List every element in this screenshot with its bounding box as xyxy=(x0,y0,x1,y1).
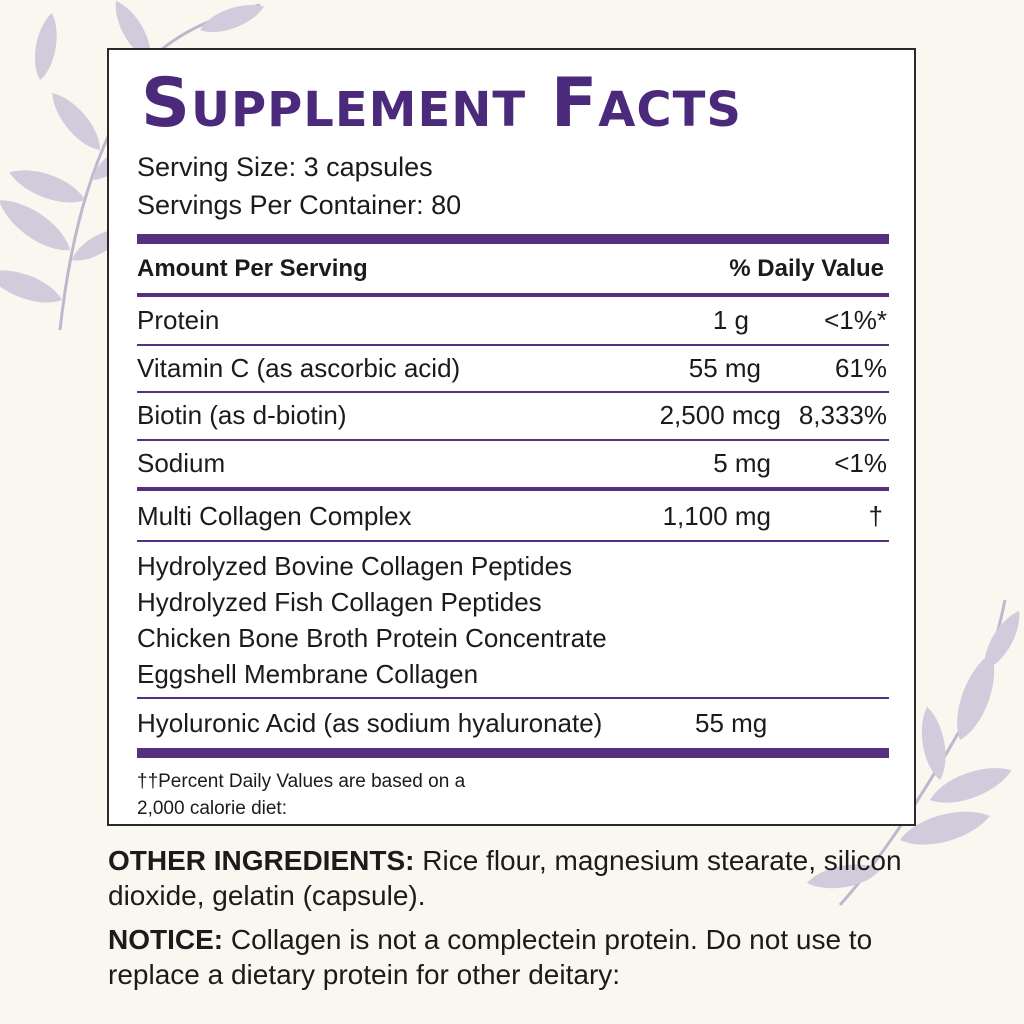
supplement-facts-panel: Supplement Facts Serving Size: 3 capsule… xyxy=(107,48,916,826)
notice: NOTICE: Collagen is not a complectein pr… xyxy=(108,922,908,992)
blend-name: Multi Collagen Complex xyxy=(137,501,412,531)
footnote: ††Percent Daily Values are based on a 2,… xyxy=(137,768,465,822)
divider-thick xyxy=(137,748,889,758)
footnote-line: 2,000 calorie diet: xyxy=(137,798,287,819)
divider-thin xyxy=(137,439,889,441)
nutrient-amount: 1 g xyxy=(712,305,749,335)
footnote-line: ††Percent Daily Values are based on a xyxy=(137,771,466,792)
divider-thin xyxy=(137,344,889,346)
blend-item: Chicken Bone Broth Protein Concentrate xyxy=(137,623,607,653)
header-daily-value: % Daily Value xyxy=(729,255,884,282)
divider-medium xyxy=(137,293,889,297)
nutrient-dv: 61% xyxy=(834,353,887,383)
divider-thin xyxy=(137,697,889,699)
notice-text: Collagen is not a complectein protein. D… xyxy=(108,924,873,990)
nutrient-name: Sodium xyxy=(137,448,226,478)
extra-ingredient-amount: 55 mg xyxy=(695,708,768,738)
nutrient-amount: 55 mg xyxy=(688,353,761,383)
nutrient-name: Vitamin C (as ascorbic acid) xyxy=(137,353,461,383)
divider-thick xyxy=(137,234,889,244)
extra-ingredient-name: Hyoluronic Acid (as sodium hyaluronate) xyxy=(137,708,603,738)
blend-item: Eggshell Membrane Collagen xyxy=(137,659,479,689)
nutrient-amount: 5 mg xyxy=(713,448,771,478)
blend-dv: † xyxy=(868,501,883,531)
blend-item: Hydrolyzed Bovine Collagen Peptides xyxy=(137,551,573,581)
nutrient-dv: 8,333% xyxy=(798,400,887,430)
divider-thin xyxy=(137,391,889,393)
other-ingredients: OTHER INGREDIENTS: Rice flour, magnesium… xyxy=(108,843,908,913)
notice-label: NOTICE: xyxy=(108,924,224,955)
panel-title: Supplement Facts xyxy=(141,62,901,146)
nutrient-name: Biotin (as d-biotin) xyxy=(137,400,347,430)
panel-title-text: Supplement Facts xyxy=(141,64,742,143)
other-ingredients-text: Rice flour, magnesium stearate, silicon … xyxy=(108,845,902,911)
header-amount-per-serving: Amount Per Serving xyxy=(137,255,368,282)
nutrient-amount: 2,500 mcg xyxy=(659,400,781,430)
nutrient-dv: <1%* xyxy=(824,305,887,335)
serving-size: Serving Size: 3 capsules xyxy=(137,152,433,182)
blend-item: Hydrolyzed Fish Collagen Peptides xyxy=(137,587,542,617)
divider-medium xyxy=(137,487,889,491)
servings-per-container: Servings Per Container: 80 xyxy=(137,190,462,220)
divider-thin xyxy=(137,540,889,542)
blend-amount: 1,100 mg xyxy=(662,501,771,531)
nutrient-dv: <1% xyxy=(834,448,887,478)
other-ingredients-label: OTHER INGREDIENTS: xyxy=(108,845,415,876)
nutrient-name: Protein xyxy=(137,305,220,335)
